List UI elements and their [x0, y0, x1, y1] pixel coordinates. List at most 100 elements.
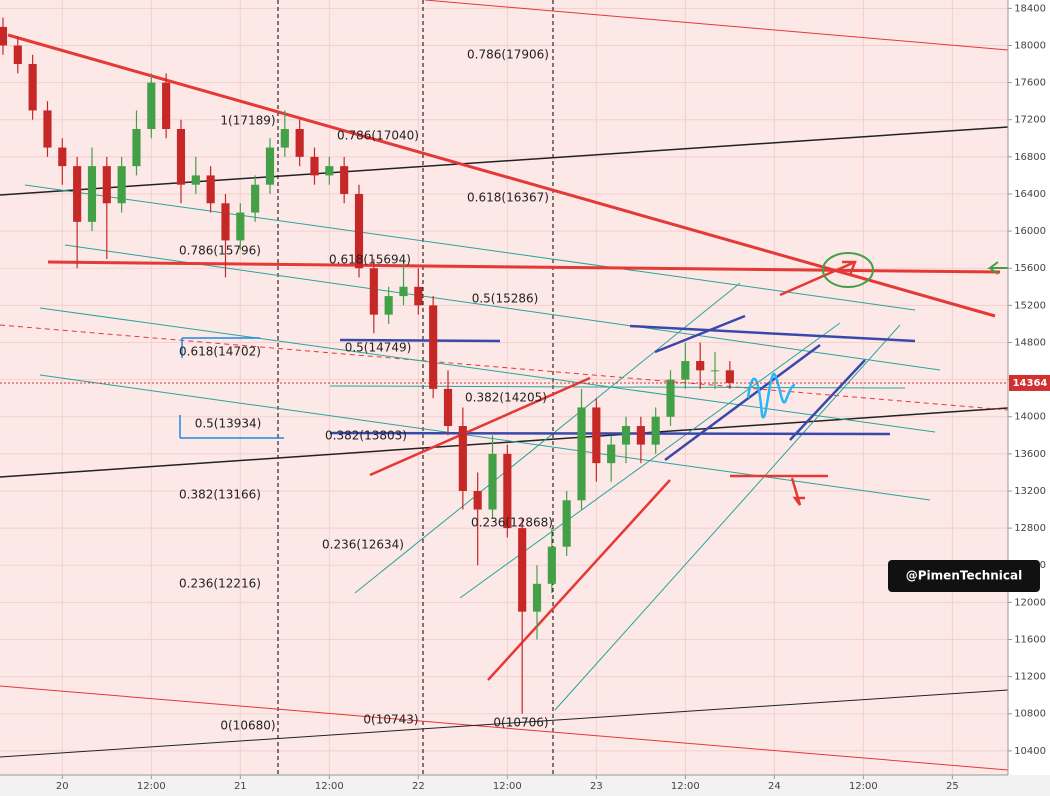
fib-label: 0.618(15694) — [329, 253, 411, 267]
candle-body — [636, 426, 645, 445]
fib-label: 0.5(14749) — [345, 341, 412, 355]
drawings — [0, 0, 1030, 775]
trend-line — [0, 689, 1009, 758]
candle-body — [58, 147, 67, 167]
fib-label: 0.618(14702) — [179, 345, 261, 359]
candle-body — [577, 407, 586, 501]
y-tick-label: 12000 — [1014, 597, 1046, 608]
candle-body — [458, 426, 467, 491]
candle-body — [191, 175, 200, 185]
x-tick-label: 22 — [412, 781, 425, 792]
fib-label: 0.382(13803) — [325, 429, 407, 443]
x-tick-label: 12:00 — [315, 781, 344, 792]
fib-label: 0.382(14205) — [465, 391, 547, 405]
candle-body — [176, 129, 186, 185]
support-line — [487, 479, 671, 681]
x-tick-label: 23 — [590, 781, 603, 792]
candle-body — [592, 407, 601, 464]
candle-body — [369, 268, 378, 315]
candle-body — [43, 110, 52, 148]
candle-body — [236, 212, 245, 241]
candle-body — [488, 453, 497, 510]
time-axis — [0, 775, 1050, 796]
x-tick-label: 12:00 — [137, 781, 166, 792]
y-tick-label: 11200 — [1014, 672, 1046, 683]
annotations: 0.786(17906) 1(17189) 0.786(17040) 0.618(16… — [179, 48, 553, 733]
x-tick-label: 20 — [56, 781, 69, 792]
y-tick-label: 15600 — [1014, 263, 1046, 274]
candle-body — [251, 184, 260, 213]
fib-label: 0.236(12216) — [179, 577, 261, 591]
fib-label: 0(10743) — [363, 713, 418, 727]
fib-label: 0.5(15286) — [472, 292, 539, 306]
candle-body — [681, 361, 690, 380]
y-tick-label: 10800 — [1014, 709, 1046, 720]
candle-body — [102, 166, 111, 204]
trend-line — [0, 407, 1009, 478]
watermark: @PimenTechnical — [906, 569, 1022, 583]
price-axis — [1008, 0, 1050, 796]
candle-body — [340, 166, 349, 194]
projection — [746, 372, 796, 419]
fib-label: 0.618(16367) — [467, 191, 549, 205]
highlight — [822, 252, 874, 288]
fib-label: 0.786(17906) — [467, 48, 549, 62]
candle-body — [666, 379, 675, 417]
level-line — [789, 359, 866, 441]
candle-body — [206, 175, 215, 204]
candle-body — [547, 546, 556, 584]
resistance-line — [47, 260, 1001, 274]
y-tick-label: 18400 — [1014, 3, 1046, 14]
y-tick-label: 12800 — [1014, 523, 1046, 534]
x-tick-label: 12:00 — [493, 781, 522, 792]
candle-body — [621, 426, 631, 445]
candle-body — [399, 286, 408, 297]
trend-line — [0, 324, 1009, 411]
fib-label: 0.5(13934) — [195, 417, 262, 431]
fib-label: 1(17189) — [220, 114, 275, 128]
y-tick-label: 13600 — [1014, 449, 1046, 460]
level-line — [329, 431, 891, 436]
candle-body — [473, 490, 482, 510]
fib-label: 0(10706) — [493, 716, 548, 730]
fib-label: 0(10680) — [220, 719, 275, 733]
candle-body — [325, 166, 334, 176]
fib-label: 0.236(12634) — [322, 538, 404, 552]
x-tick-label: 12:00 — [849, 781, 878, 792]
y-tick-label: 15200 — [1014, 300, 1046, 311]
candle-body — [73, 166, 82, 222]
candle-body — [429, 305, 438, 389]
candle-body — [443, 388, 453, 427]
fan-line — [64, 244, 941, 371]
x-tick-label: 12:00 — [671, 781, 700, 792]
y-tick-label: 13200 — [1014, 486, 1046, 497]
last-price-label: 14364 — [1013, 378, 1048, 389]
y-tick-label: 16000 — [1014, 226, 1046, 237]
candle-body — [265, 147, 275, 185]
level-line — [339, 338, 501, 343]
y-tick-label: 10400 — [1014, 746, 1046, 757]
arrow — [987, 261, 1030, 275]
fan-line — [554, 324, 901, 711]
candle-body — [280, 129, 289, 148]
y-tick-label: 16800 — [1014, 152, 1046, 163]
candle-body — [503, 453, 512, 529]
channel-line — [0, 685, 1009, 771]
candle-body — [354, 193, 364, 269]
y-tick-label: 14000 — [1014, 412, 1046, 423]
fan-line — [329, 385, 906, 389]
candle-body — [87, 166, 97, 222]
fan-line — [24, 184, 916, 311]
arrow — [779, 260, 857, 297]
fan-line — [39, 374, 931, 501]
level-line — [654, 314, 746, 354]
candle-body — [295, 129, 304, 157]
candle-body — [518, 528, 527, 612]
level-line — [664, 343, 821, 462]
fib-label: 0.382(13166) — [179, 488, 261, 502]
trend-line — [0, 126, 1009, 196]
y-tick-label: 14800 — [1014, 337, 1046, 348]
channel-line — [424, 0, 1009, 51]
x-tick-label: 24 — [768, 781, 781, 792]
